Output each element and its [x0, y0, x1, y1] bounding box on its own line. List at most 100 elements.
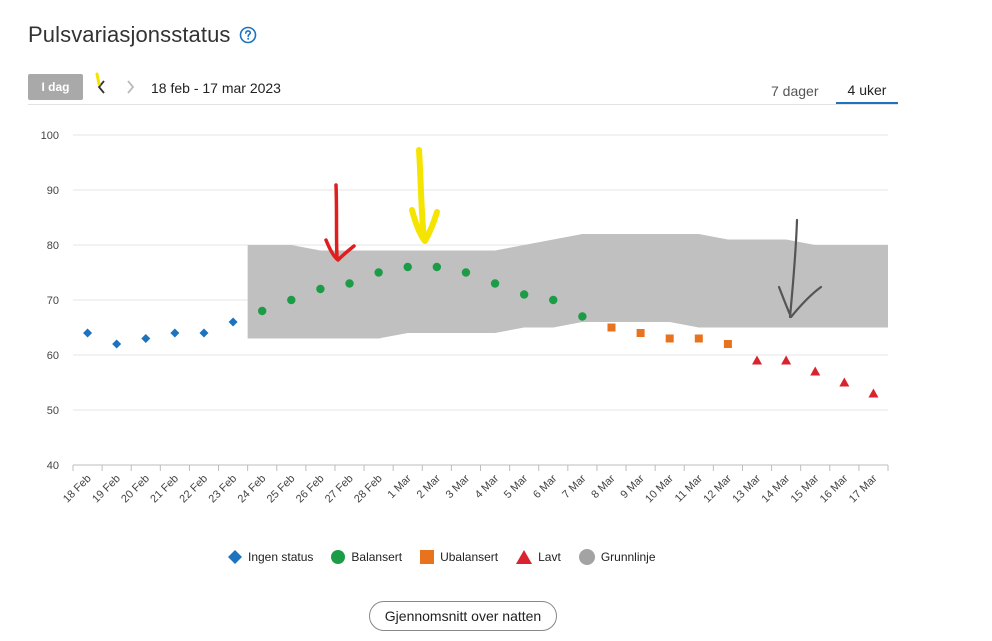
x-tick-label: 26 Feb	[294, 473, 327, 506]
legend-item-ingen-status[interactable]: Ingen status	[228, 550, 313, 564]
x-tick-label: 12 Mar	[701, 472, 734, 505]
legend-label: Ubalansert	[440, 550, 499, 564]
x-tick-label: 1 Mar	[385, 472, 414, 501]
y-tick-label: 90	[47, 185, 59, 197]
legend-item-grunnlinje[interactable]: Grunnlinje	[578, 549, 656, 565]
x-tick-label: 8 Mar	[589, 472, 618, 501]
y-tick-label: 60	[47, 350, 59, 362]
gray-arrow	[777, 218, 823, 319]
overnight-average-button[interactable]: Gjennomsnitt over natten	[369, 601, 557, 631]
point-balansert	[578, 312, 587, 321]
point-balansert	[549, 295, 558, 305]
date-toolbar: I dag 18 feb - 17 mar 2023 7 dager 4 uke…	[28, 72, 898, 105]
legend-label: Grunnlinje	[600, 550, 656, 564]
point-ingen-status	[83, 328, 93, 338]
point-lavt	[810, 366, 821, 376]
circle-marker-icon	[331, 550, 346, 564]
legend-label: Balansert	[351, 550, 403, 564]
y-tick-label: 100	[41, 130, 59, 142]
baseline-band	[247, 234, 889, 339]
yellow-arrow	[409, 147, 440, 244]
x-tick-label: 20 Feb	[119, 473, 152, 506]
tab-4-weeks[interactable]: 4 uker	[836, 78, 898, 104]
point-lavt	[839, 377, 850, 387]
point-lavt	[868, 388, 879, 398]
x-tick-label: 4 Mar	[473, 472, 502, 501]
tab-7-days[interactable]: 7 dager	[761, 78, 828, 104]
point-ingen-status	[141, 334, 151, 343]
x-tick-label: 15 Mar	[789, 472, 822, 505]
y-tick-label: 50	[47, 405, 59, 417]
point-balansert	[403, 262, 412, 272]
circle-marker-icon	[578, 549, 595, 565]
chart-legend: Ingen status Balansert Ubalansert Lavt G…	[228, 549, 674, 565]
y-tick-label: 40	[47, 460, 59, 472]
x-tick-label: 14 Mar	[760, 472, 793, 505]
x-tick-label: 22 Feb	[177, 473, 210, 506]
baseline-layer	[247, 234, 889, 339]
today-button[interactable]: I dag	[28, 74, 83, 100]
x-tick-label: 2 Mar	[415, 472, 444, 501]
previous-period-button[interactable]	[92, 76, 112, 98]
point-ingen-status	[170, 328, 180, 338]
legend-label: Lavt	[538, 550, 561, 564]
point-balansert	[461, 268, 471, 277]
legend-item-balansert[interactable]: Balansert	[331, 550, 402, 564]
point-balansert	[257, 306, 267, 316]
y-tick-label: 70	[47, 295, 59, 307]
date-range-label: 18 feb - 17 mar 2023	[151, 80, 281, 96]
x-tick-label: 17 Mar	[847, 472, 880, 505]
point-balansert	[374, 268, 383, 277]
x-tick-label: 28 Feb	[352, 473, 385, 506]
x-tick-label: 19 Feb	[90, 473, 123, 506]
point-ubalansert	[723, 340, 732, 348]
point-balansert	[287, 295, 296, 305]
point-ubalansert	[694, 334, 703, 343]
x-tick-label: 25 Feb	[265, 473, 298, 506]
title-row: Pulsvariasjonsstatus	[28, 22, 257, 48]
point-lavt	[752, 355, 763, 365]
square-marker-icon	[420, 550, 435, 564]
point-ingen-status	[228, 317, 238, 327]
chevron-left-icon	[97, 80, 105, 94]
annotation-layer	[95, 72, 823, 319]
point-balansert	[345, 279, 354, 288]
point-lavt	[781, 355, 792, 365]
x-tick-label: 21 Feb	[148, 473, 181, 506]
point-balansert	[519, 290, 529, 299]
point-ubalansert	[607, 323, 616, 332]
chevron-right-icon	[127, 80, 135, 94]
red-arrow	[324, 183, 356, 262]
x-tick-label: 23 Feb	[207, 473, 240, 506]
x-tick-label: 27 Feb	[323, 473, 356, 506]
points-layer	[83, 262, 879, 398]
x-tick-label: 18 Feb	[61, 473, 94, 506]
point-ingen-status	[112, 339, 122, 349]
legend-item-lavt[interactable]: Lavt	[516, 550, 561, 564]
question-circle-icon[interactable]	[239, 26, 257, 44]
x-tick-label: 11 Mar	[673, 472, 705, 504]
point-balansert	[316, 284, 325, 294]
point-balansert	[490, 279, 500, 288]
point-ubalansert	[636, 329, 645, 337]
y-tick-label: 80	[47, 240, 59, 252]
point-ubalansert	[665, 334, 674, 343]
x-tick-label: 24 Feb	[236, 473, 269, 506]
legend-label: Ingen status	[248, 550, 314, 564]
point-balansert	[432, 262, 442, 272]
x-tick-label: 6 Mar	[531, 472, 560, 501]
x-tick-label: 3 Mar	[444, 472, 473, 501]
point-ingen-status	[199, 328, 209, 338]
x-tick-label: 10 Mar	[643, 472, 676, 505]
next-period-button[interactable]	[120, 76, 140, 98]
diamond-marker-icon	[228, 550, 242, 564]
x-tick-label: 7 Mar	[560, 472, 589, 501]
x-tick-label: 13 Mar	[730, 472, 763, 505]
x-tick-label: 16 Mar	[818, 472, 851, 505]
page-title: Pulsvariasjonsstatus	[28, 22, 231, 47]
legend-item-ubalansert[interactable]: Ubalansert	[420, 550, 498, 564]
yellow-mark-small	[95, 72, 101, 86]
triangle-marker-icon	[516, 550, 533, 564]
x-tick-label: 5 Mar	[502, 472, 531, 501]
